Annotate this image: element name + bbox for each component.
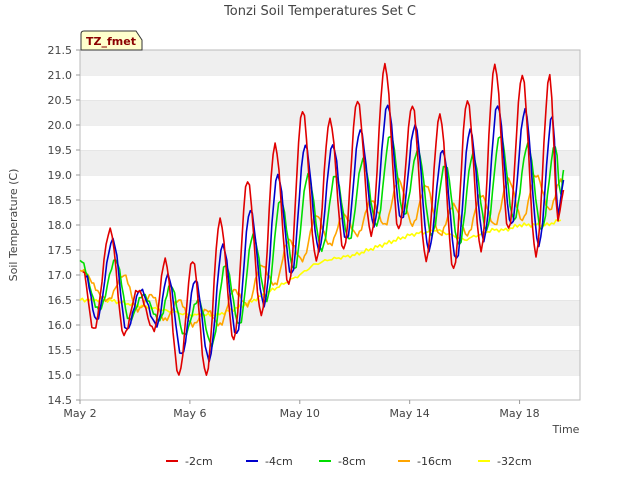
grid-band (80, 275, 580, 300)
y-tick-label: 15.0 (48, 369, 73, 382)
y-tick-label: 21.5 (48, 44, 73, 57)
y-tick-label: 19.5 (48, 144, 73, 157)
x-tick-label: May 2 (63, 407, 96, 420)
station-badge: TZ_fmet (80, 30, 143, 51)
x-tick-label: May 18 (499, 407, 539, 420)
grid-band (80, 350, 580, 375)
legend: -2cm -4cm -8cm -16cm -32cm (166, 455, 532, 468)
grid-band (80, 250, 580, 275)
grid-band (80, 375, 580, 400)
y-axis-label: Soil Temperature (C) (7, 169, 20, 282)
legend-label: -4cm (265, 455, 293, 468)
y-tick-label: 17.0 (48, 269, 73, 282)
series-line-minus-4cm (85, 104, 565, 363)
x-tick-label: May 10 (280, 407, 320, 420)
y-tick-label: 15.5 (48, 344, 73, 357)
y-tick-label: 21.0 (48, 69, 73, 82)
grid-band (80, 325, 580, 350)
y-tick-label: 19.0 (48, 169, 73, 182)
x-axis-label: Time (552, 423, 580, 436)
grid-band (80, 300, 580, 325)
x-tick-label: May 14 (390, 407, 430, 420)
grid-band (80, 175, 580, 200)
grid-band (80, 125, 580, 150)
y-tick-label: 14.5 (48, 394, 73, 407)
plot-background-bands (80, 49, 580, 400)
y-tick-label: 16.5 (48, 294, 73, 307)
y-tick-label: 20.0 (48, 119, 73, 132)
series-line-minus-2cm (82, 62, 565, 376)
y-tick-label: 16.0 (48, 319, 73, 332)
y-tick-label: 18.0 (48, 219, 73, 232)
y-axis-ticks: 14.5 15.0 15.5 16.0 16.5 17.0 17.5 18.0 18.5 19.0… (48, 44, 80, 407)
grid-band (80, 75, 580, 100)
series-lines (79, 62, 565, 376)
y-tick-label: 18.5 (48, 194, 73, 207)
legend-label: -32cm (497, 455, 532, 468)
legend-label: -16cm (417, 455, 452, 468)
badge-label: TZ_fmet (86, 35, 136, 48)
grid-band (80, 50, 580, 75)
y-tick-label: 17.5 (48, 244, 73, 257)
x-tick-label: May 6 (173, 407, 206, 420)
legend-label: -2cm (185, 455, 213, 468)
x-axis-ticks: May 2 May 6 May 10 May 14 May 18 (63, 400, 540, 420)
chart-title: Tonzi Soil Temperatures Set C (223, 4, 416, 19)
y-tick-label: 20.5 (48, 94, 73, 107)
legend-label: -8cm (338, 455, 366, 468)
